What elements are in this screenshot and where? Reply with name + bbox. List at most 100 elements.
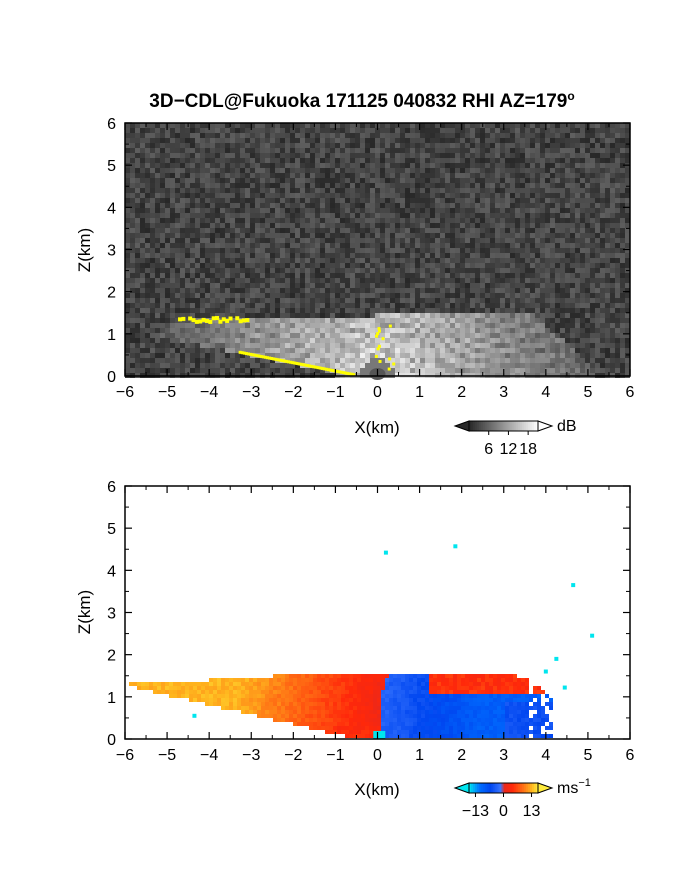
snr-cell (320, 143, 325, 148)
snr-cell (545, 303, 550, 308)
snr-cell (375, 278, 380, 283)
snr-cell (295, 368, 300, 373)
snr-cell (185, 358, 190, 363)
snr-cell (305, 163, 310, 168)
snr-cell (420, 173, 425, 178)
snr-cell (540, 363, 545, 368)
snr-cell (565, 358, 570, 363)
snr-cell (350, 203, 355, 208)
snr-cell (370, 288, 375, 293)
snr-cell (350, 303, 355, 308)
snr-cell (405, 218, 410, 223)
snr-cell (525, 148, 530, 153)
snr-cell (205, 148, 210, 153)
snr-cell (360, 278, 365, 283)
snr-cell (410, 363, 415, 368)
snr-cell (510, 363, 515, 368)
snr-cell (415, 163, 420, 168)
snr-cell (220, 123, 225, 128)
snr-cell (135, 238, 140, 243)
snr-cell (290, 193, 295, 198)
snr-cell (480, 193, 485, 198)
snr-cell (615, 308, 620, 313)
snr-cell (245, 158, 250, 163)
snr-cell (530, 213, 535, 218)
snr-cell (500, 313, 505, 318)
snr-cell (130, 313, 135, 318)
snr-cell (545, 293, 550, 298)
snr-cell (425, 148, 430, 153)
snr-cell (305, 158, 310, 163)
snr-cell (230, 343, 235, 348)
snr-cell (320, 328, 325, 333)
snr-cell (125, 233, 130, 238)
snr-cell (565, 258, 570, 263)
snr-cell (270, 333, 275, 338)
snr-cell (520, 263, 525, 268)
snr-cell (150, 323, 155, 328)
snr-cell (385, 253, 390, 258)
snr-cell (535, 283, 540, 288)
snr-cell (215, 223, 220, 228)
snr-cell (420, 178, 425, 183)
snr-cell (225, 133, 230, 138)
snr-cell (195, 293, 200, 298)
snr-cell (495, 283, 500, 288)
snr-cell (360, 243, 365, 248)
snr-cell (400, 323, 405, 328)
snr-cell (545, 133, 550, 138)
snr-cell (265, 133, 270, 138)
snr-cell (335, 303, 340, 308)
snr-cell (165, 343, 170, 348)
snr-cell (365, 318, 370, 323)
snr-cell (330, 163, 335, 168)
snr-cell (540, 258, 545, 263)
snr-cell (530, 123, 535, 128)
snr-cell (250, 193, 255, 198)
snr-cell (210, 223, 215, 228)
snr-cell (300, 353, 305, 358)
snr-cell (615, 188, 620, 193)
snr-cell (495, 358, 500, 363)
snr-cell (260, 308, 265, 313)
snr-cell (415, 363, 420, 368)
snr-cell (125, 333, 130, 338)
snr-cell (295, 333, 300, 338)
snr-cell (295, 243, 300, 248)
snr-cell (510, 223, 515, 228)
snr-cell (135, 248, 140, 253)
snr-cell (510, 188, 515, 193)
snr-cell (255, 368, 260, 373)
snr-cell (325, 163, 330, 168)
snr-cell (485, 133, 490, 138)
snr-cell (345, 178, 350, 183)
snr-cell (205, 243, 210, 248)
snr-cell (130, 298, 135, 303)
snr-cell (535, 233, 540, 238)
snr-cell (505, 278, 510, 283)
snr-cell (165, 238, 170, 243)
snr-cell (125, 148, 130, 153)
snr-cell (495, 318, 500, 323)
snr-cell (450, 343, 455, 348)
snr-cell (500, 203, 505, 208)
snr-cell (300, 228, 305, 233)
snr-cell (555, 228, 560, 233)
snr-cell (450, 293, 455, 298)
snr-cell (155, 168, 160, 173)
snr-cell (260, 303, 265, 308)
snr-cell (260, 208, 265, 213)
snr-cell (465, 358, 470, 363)
snr-cell (355, 333, 360, 338)
snr-cell (295, 343, 300, 348)
snr-cell (475, 168, 480, 173)
snr-cell (505, 153, 510, 158)
snr-cell (210, 153, 215, 158)
snr-cell (585, 303, 590, 308)
snr-cell (355, 213, 360, 218)
snr-cell (420, 318, 425, 323)
snr-cell (515, 218, 520, 223)
snr-cell (235, 283, 240, 288)
snr-cell (155, 268, 160, 273)
snr-cell (225, 163, 230, 168)
